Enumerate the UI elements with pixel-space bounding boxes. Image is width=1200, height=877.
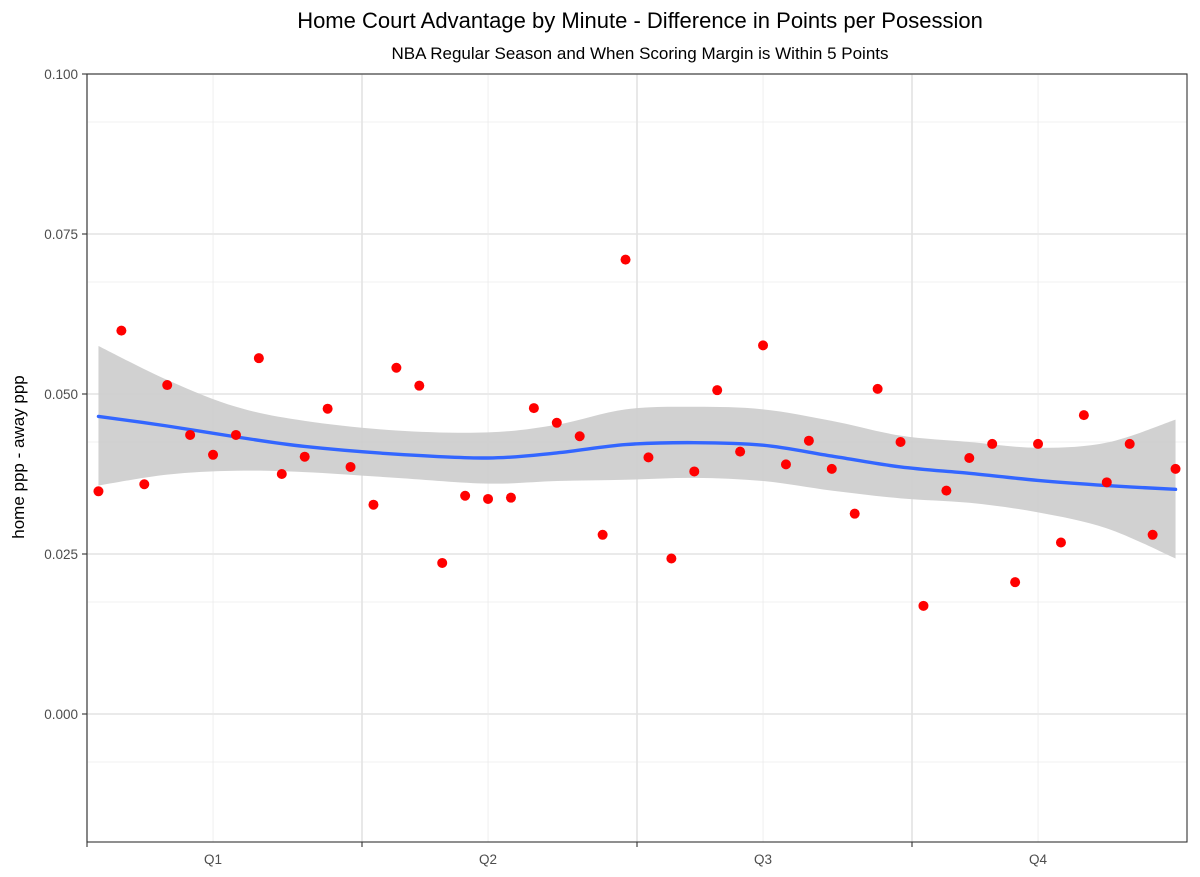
data-point	[597, 529, 608, 540]
data-point	[872, 383, 883, 394]
data-point	[322, 403, 333, 414]
data-point	[460, 490, 471, 501]
data-point	[849, 508, 860, 519]
data-point	[1055, 537, 1066, 548]
y-tick-label: 0.075	[44, 227, 78, 242]
y-tick-label: 0.000	[44, 707, 78, 722]
data-point	[918, 600, 929, 611]
data-point	[345, 461, 356, 472]
data-point	[964, 453, 975, 463]
data-point	[780, 459, 791, 470]
data-point	[1078, 410, 1089, 421]
data-point	[1101, 477, 1112, 488]
data-point	[116, 325, 127, 336]
x-tick-label: Q4	[1029, 852, 1048, 867]
data-point	[758, 340, 769, 351]
data-point	[528, 403, 539, 414]
data-point	[230, 429, 241, 440]
data-point	[826, 463, 837, 474]
data-point	[253, 353, 264, 364]
data-point	[666, 553, 677, 564]
data-point	[941, 485, 952, 496]
data-point	[1010, 577, 1021, 588]
data-point	[620, 254, 631, 265]
data-point	[185, 429, 196, 440]
x-tick-label: Q2	[479, 852, 497, 867]
smooth-trend-line	[96, 414, 1178, 492]
data-point	[1033, 438, 1044, 449]
data-point	[643, 452, 654, 463]
data-point	[162, 380, 173, 391]
data-point	[1124, 438, 1135, 449]
data-point	[276, 469, 287, 479]
y-tick-label: 0.050	[44, 387, 78, 402]
data-point	[895, 437, 906, 447]
data-point	[1147, 529, 1158, 540]
confidence-band-layer	[98, 346, 1176, 559]
chart-subtitle: NBA Regular Season and When Scoring Marg…	[391, 44, 888, 63]
data-point	[712, 385, 723, 396]
axes-layer: 0.000 0.025 0.050 0.075 0.100 Q1 Q2 Q3 Q4	[44, 67, 1047, 867]
data-point	[803, 435, 814, 446]
data-point	[391, 362, 402, 373]
data-point	[574, 431, 585, 442]
y-tick-label: 0.100	[44, 67, 78, 82]
confidence-band	[98, 346, 1176, 559]
data-point	[437, 557, 448, 568]
data-point	[987, 438, 998, 449]
x-tick-label: Q1	[204, 852, 222, 867]
data-point	[208, 449, 219, 460]
data-point	[1170, 463, 1181, 474]
y-tick-label: 0.025	[44, 547, 78, 562]
data-point	[139, 479, 150, 490]
data-point	[735, 446, 746, 457]
y-axis-label: home ppp - away ppp	[9, 375, 28, 539]
data-point	[551, 417, 562, 428]
chart-title: Home Court Advantage by Minute - Differe…	[297, 8, 983, 33]
data-point	[483, 493, 494, 504]
data-point	[368, 499, 379, 510]
x-tick-label: Q3	[754, 852, 772, 867]
points-layer	[93, 254, 1181, 611]
smooth-line-layer	[96, 414, 1178, 492]
data-point	[93, 486, 104, 497]
data-point	[414, 380, 425, 391]
data-point	[689, 466, 700, 477]
data-point	[299, 451, 310, 462]
data-point	[505, 492, 516, 503]
